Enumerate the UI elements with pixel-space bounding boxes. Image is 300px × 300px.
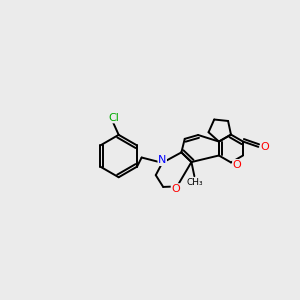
Text: O: O	[171, 184, 180, 194]
Text: O: O	[260, 142, 269, 152]
Text: Cl: Cl	[108, 113, 119, 123]
Text: O: O	[232, 160, 242, 170]
Text: CH₃: CH₃	[186, 178, 203, 187]
Text: N: N	[158, 155, 166, 166]
